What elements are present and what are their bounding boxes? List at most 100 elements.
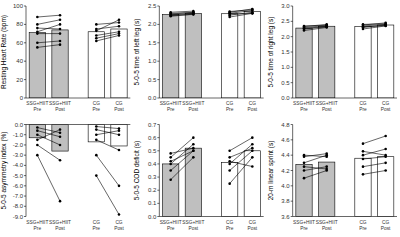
- subject-line: [96, 127, 119, 129]
- subject-point: [59, 32, 62, 35]
- subject-line: [230, 148, 253, 157]
- y-tick-label: -9.0: [13, 214, 24, 220]
- subject-point: [118, 133, 121, 136]
- bar: [185, 148, 201, 216]
- y-tick: [157, 150, 159, 151]
- y-tick: [24, 175, 26, 176]
- subject-point: [251, 8, 254, 11]
- subject-point: [228, 160, 231, 163]
- subject-point: [118, 21, 121, 24]
- y-tick: [157, 190, 159, 191]
- subject-point: [95, 128, 98, 131]
- y-axis-label: 20-m linear sprint (s): [267, 141, 275, 201]
- plot-area: [163, 8, 261, 98]
- subject-point: [192, 136, 195, 139]
- y-tick: [24, 155, 26, 156]
- x-tick-label: CGPre: [93, 101, 101, 112]
- bar: [244, 151, 260, 217]
- y-tick-label: 4.4: [281, 152, 290, 158]
- x-tick-label: SSG+HIITPre: [26, 101, 48, 112]
- y-tick: [291, 216, 293, 217]
- x-axis: [159, 98, 263, 99]
- subject-point: [95, 37, 98, 40]
- subject-line: [363, 23, 386, 25]
- subject-point: [118, 213, 121, 216]
- y-tick-label: 4.0: [281, 183, 290, 189]
- subject-point: [251, 12, 254, 15]
- y-tick-label: 20: [16, 77, 23, 83]
- subject-point: [303, 177, 306, 180]
- subject-point: [362, 26, 365, 29]
- subject-point: [362, 26, 365, 29]
- y-tick: [24, 124, 26, 125]
- x-tick-label: CGPost: [248, 101, 258, 112]
- subject-point: [169, 11, 172, 14]
- subject-line: [304, 26, 327, 28]
- bar: [377, 157, 393, 217]
- y-axis-label: Resting Heart Rate (bpm): [0, 15, 8, 89]
- subject-line: [363, 163, 386, 167]
- subject-point: [325, 165, 328, 168]
- subject-point: [192, 10, 195, 13]
- panel: 3.63.84.04.24.44.64.820-m linear sprint …: [267, 122, 397, 231]
- subject-line: [230, 138, 253, 151]
- subject-point: [325, 23, 328, 26]
- bar: [319, 26, 335, 98]
- subject-point: [36, 129, 39, 132]
- subject-point: [228, 10, 231, 13]
- subject-line: [96, 23, 119, 25]
- subject-line: [37, 45, 60, 48]
- y-tick-label: -6.0: [13, 183, 24, 189]
- subject-line: [96, 130, 119, 135]
- subject-line: [363, 26, 386, 27]
- subject-point: [118, 185, 121, 188]
- subject-line: [304, 24, 327, 26]
- bar: [111, 29, 127, 98]
- y-tick: [157, 42, 159, 43]
- x-tick-label: CGPre: [359, 220, 367, 231]
- subject-point: [251, 156, 254, 159]
- y-tick: [291, 52, 293, 53]
- subject-point: [169, 15, 172, 18]
- y-axis-label: 5-0-5 asymmetry index (%): [0, 131, 8, 209]
- y-tick: [157, 124, 159, 125]
- subject-point: [325, 152, 328, 155]
- x-tick-label: CGPost: [381, 220, 391, 231]
- subject-point: [59, 135, 62, 138]
- subject-point: [95, 174, 98, 177]
- subject-point: [251, 147, 254, 150]
- y-tick: [157, 61, 159, 62]
- y-tick: [291, 98, 293, 99]
- panel: 0.00.51.01.52.02.55-0-5 time of left leg…: [133, 3, 263, 112]
- subject-line: [171, 151, 194, 162]
- subject-point: [251, 8, 254, 11]
- y-tick-label: 1.0: [148, 58, 157, 64]
- subject-point: [303, 27, 306, 30]
- subject-point: [59, 200, 62, 203]
- subject-line: [96, 35, 119, 41]
- subject-point: [36, 32, 39, 35]
- x-axis: [293, 98, 397, 99]
- y-tick: [24, 134, 26, 135]
- subject-line: [230, 13, 253, 17]
- y-tick-label: 0.0: [148, 95, 157, 101]
- y-tick: [157, 203, 159, 204]
- bar: [52, 30, 68, 98]
- subject-point: [36, 27, 39, 30]
- subject-point: [36, 46, 39, 49]
- y-tick-label: -7.0: [13, 193, 24, 199]
- subject-line: [37, 24, 60, 31]
- y-tick: [24, 216, 26, 217]
- subject-line: [37, 155, 60, 201]
- subject-point: [118, 34, 121, 37]
- subject-point: [228, 169, 231, 172]
- subject-line: [96, 140, 119, 150]
- subject-point: [303, 28, 306, 31]
- x-axis: [26, 98, 130, 99]
- y-tick-label: 0.0: [281, 95, 290, 101]
- subject-point: [192, 149, 195, 152]
- subject-point: [169, 163, 172, 166]
- y-tick: [24, 185, 26, 186]
- subject-point: [251, 165, 254, 168]
- y-tick-label: 0.4: [148, 161, 157, 167]
